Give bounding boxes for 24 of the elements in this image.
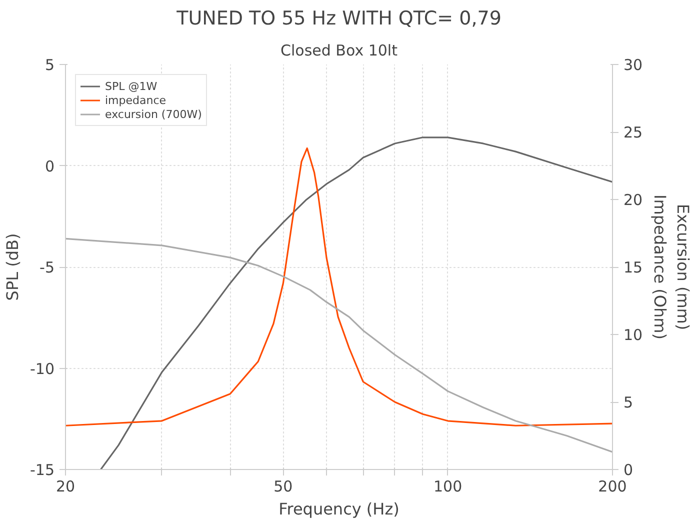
- y2-tick-label: 0: [624, 461, 634, 479]
- x-tick-label: 20: [56, 478, 76, 496]
- y2-axis-title: Excursion (mm) Impedance (Ohm): [650, 194, 692, 340]
- y-axis-title: SPL (dB): [3, 233, 22, 301]
- y-tick-label: 0: [44, 157, 55, 176]
- y2-tick-label: 10: [624, 326, 643, 344]
- legend-label: SPL @1W: [105, 79, 158, 93]
- y2-tick-label: 15: [624, 258, 643, 276]
- y2-tick-label: 25: [624, 124, 643, 142]
- y-tick-label: 5: [44, 56, 55, 74]
- y2-tick-label: 20: [624, 191, 643, 209]
- y-tick-label: -5: [40, 258, 55, 276]
- x-tick-label: 50: [274, 478, 293, 496]
- y-tick-label: -10: [30, 360, 54, 378]
- legend-label: impedance: [105, 93, 166, 107]
- y2-tick-label: 30: [624, 56, 643, 74]
- x-axis-title: Frequency (Hz): [278, 500, 400, 518]
- chart-subtitle: Closed Box 10lt: [280, 42, 398, 60]
- x-tick-label: 100: [434, 478, 462, 496]
- legend-label: excursion (700W): [105, 107, 202, 121]
- y2-tick-label: 5: [624, 394, 634, 412]
- chart-title: TUNED TO 55 Hz WITH QTC= 0,79: [176, 8, 502, 30]
- x-tick-label: 200: [598, 478, 627, 496]
- y-tick-label: -15: [30, 461, 54, 479]
